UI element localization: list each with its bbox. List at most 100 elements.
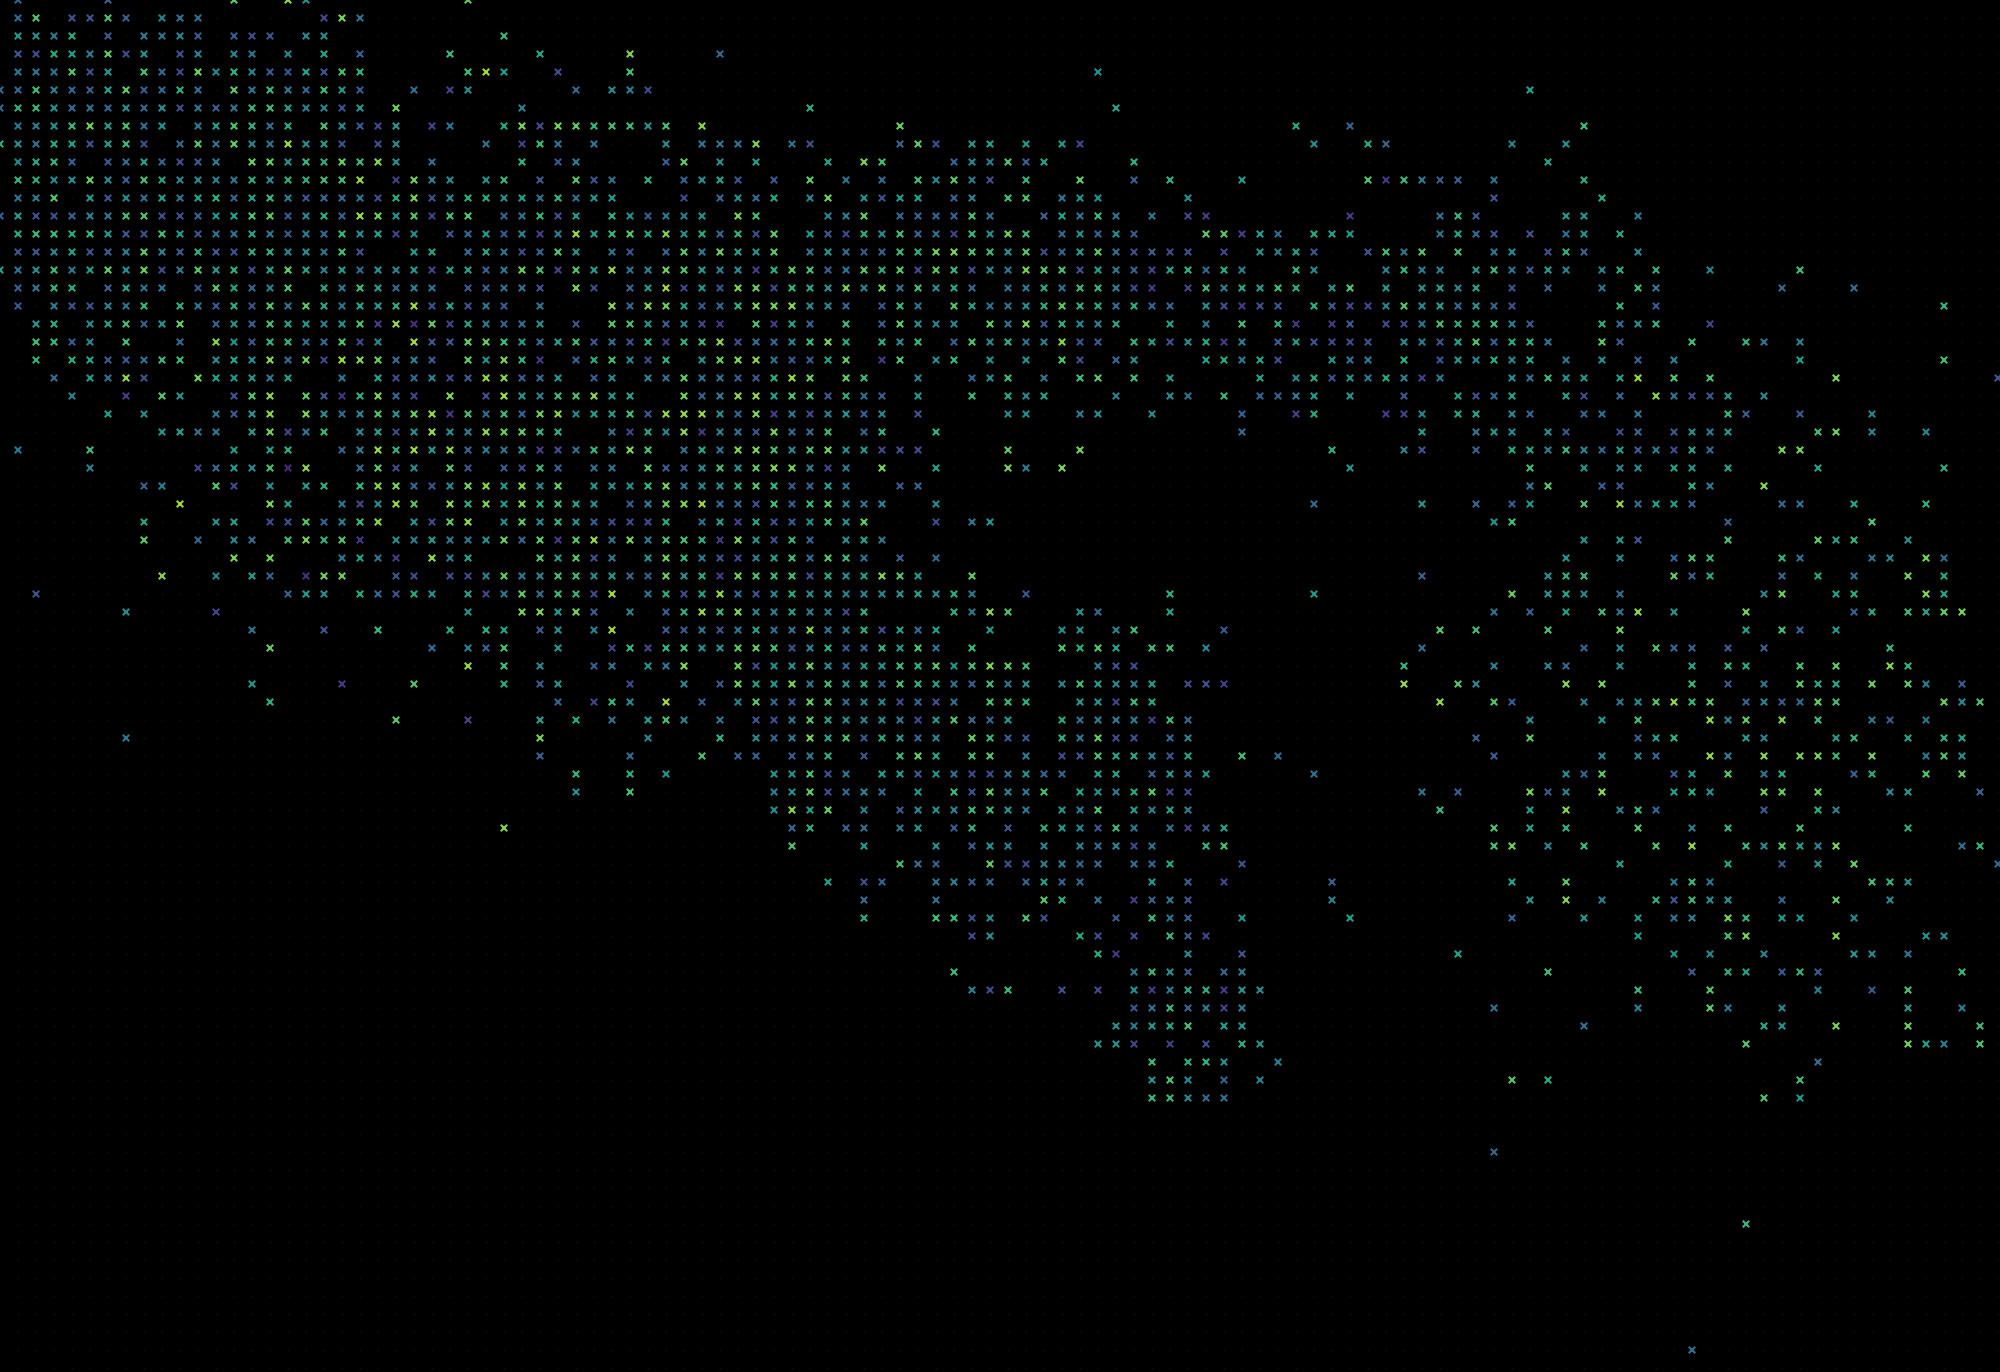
- Point: [1856, 943, 1888, 965]
- Point: [362, 295, 394, 317]
- Point: [326, 493, 358, 514]
- Point: [1460, 224, 1492, 246]
- Point: [1784, 493, 1816, 514]
- Point: [452, 331, 484, 353]
- Point: [1856, 871, 1888, 893]
- Point: [1766, 583, 1798, 605]
- Point: [650, 313, 682, 335]
- Point: [686, 691, 718, 713]
- Point: [524, 619, 556, 641]
- Point: [704, 583, 736, 605]
- Point: [452, 60, 484, 82]
- Point: [110, 368, 142, 390]
- Point: [704, 619, 736, 641]
- Point: [1550, 439, 1582, 461]
- Point: [1010, 151, 1042, 173]
- Point: [740, 259, 772, 281]
- Point: [1424, 277, 1456, 299]
- Point: [884, 331, 916, 353]
- Point: [1028, 781, 1060, 803]
- Point: [290, 97, 322, 119]
- Point: [326, 60, 358, 82]
- Point: [758, 530, 790, 552]
- Point: [740, 601, 772, 623]
- Point: [1082, 204, 1114, 226]
- Point: [1514, 457, 1546, 479]
- Point: [1190, 348, 1222, 370]
- Point: [992, 295, 1024, 317]
- Point: [272, 97, 304, 119]
- Point: [920, 654, 952, 676]
- Point: [596, 368, 628, 390]
- Point: [1586, 745, 1618, 767]
- Point: [74, 169, 106, 191]
- Point: [344, 277, 376, 299]
- Point: [1604, 457, 1636, 479]
- Point: [1046, 241, 1078, 263]
- Point: [1550, 547, 1582, 569]
- Point: [110, 386, 142, 407]
- Point: [326, 7, 358, 29]
- Point: [884, 204, 916, 226]
- Point: [704, 259, 736, 281]
- Point: [776, 745, 808, 767]
- Point: [1190, 836, 1222, 858]
- Point: [470, 475, 502, 497]
- Point: [1766, 619, 1798, 641]
- Point: [1658, 457, 1690, 479]
- Point: [1496, 439, 1528, 461]
- Point: [614, 530, 646, 552]
- Point: [650, 348, 682, 370]
- Point: [416, 547, 448, 569]
- Point: [740, 457, 772, 479]
- Point: [1172, 674, 1204, 696]
- Point: [1928, 691, 1960, 713]
- Point: [614, 259, 646, 281]
- Point: [1298, 368, 1330, 390]
- Point: [740, 277, 772, 299]
- Point: [1100, 637, 1132, 659]
- Point: [1064, 348, 1096, 370]
- Point: [1064, 836, 1096, 858]
- Point: [254, 348, 286, 370]
- Point: [1658, 889, 1690, 911]
- Point: [596, 204, 628, 226]
- Point: [776, 763, 808, 785]
- Point: [2, 43, 34, 64]
- Point: [344, 151, 376, 173]
- Point: [218, 510, 250, 532]
- Point: [740, 691, 772, 713]
- Point: [758, 295, 790, 317]
- Point: [938, 204, 970, 226]
- Point: [1082, 187, 1114, 209]
- Point: [272, 204, 304, 226]
- Point: [1280, 115, 1312, 137]
- Point: [776, 133, 808, 155]
- Point: [848, 277, 880, 299]
- Point: [560, 763, 592, 785]
- Point: [272, 60, 304, 82]
- Point: [74, 439, 106, 461]
- Point: [722, 348, 754, 370]
- Point: [974, 368, 1006, 390]
- Point: [236, 169, 268, 191]
- Point: [128, 475, 160, 497]
- Point: [200, 295, 232, 317]
- Point: [362, 348, 394, 370]
- Point: [434, 619, 466, 641]
- Point: [254, 493, 286, 514]
- Point: [1514, 224, 1546, 246]
- Point: [614, 745, 646, 767]
- Point: [740, 224, 772, 246]
- Point: [830, 781, 862, 803]
- Point: [1604, 313, 1636, 335]
- Point: [2, 204, 34, 226]
- Point: [542, 151, 574, 173]
- Point: [344, 583, 376, 605]
- Point: [614, 493, 646, 514]
- Point: [776, 799, 808, 820]
- Point: [344, 547, 376, 569]
- Point: [110, 277, 142, 299]
- Point: [866, 457, 898, 479]
- Point: [1946, 836, 1978, 858]
